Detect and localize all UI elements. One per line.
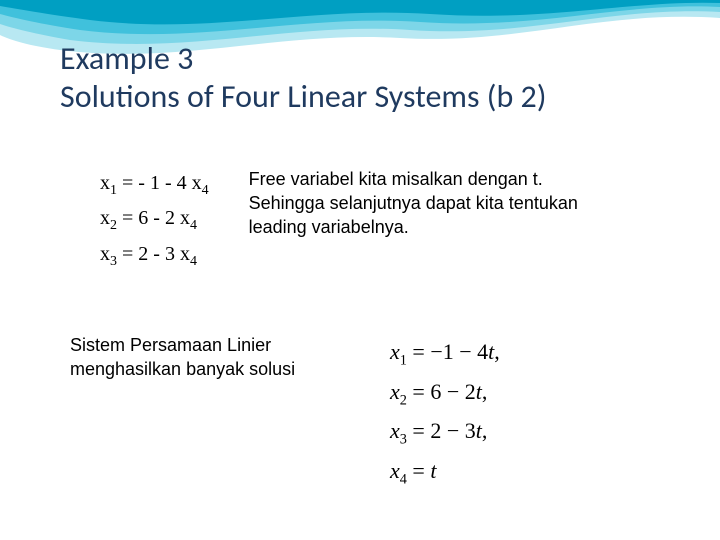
eq-sub: 1 <box>110 183 117 198</box>
eq-var: x <box>390 339 400 364</box>
eq-var: x <box>390 458 400 483</box>
title-line-1: Example 3 <box>60 40 660 78</box>
eq-comma: , <box>482 418 488 443</box>
eq-var2: x <box>180 207 190 229</box>
eq-sub: 2 <box>400 392 407 408</box>
eq-sub: 2 <box>110 218 117 233</box>
eq-rhs: = 2 − 3 <box>407 418 476 443</box>
eq-var: x <box>100 243 110 265</box>
eq-rhs: = 6 - 2 <box>117 207 180 229</box>
description-1: Free variabel kita misalkan dengan t. Se… <box>249 167 579 240</box>
eq1-line: x1 = - 1 - 4 x4 <box>100 167 209 202</box>
eq1-line: x2 = 6 - 2 x4 <box>100 202 209 237</box>
equations-set-1: x1 = - 1 - 4 x4 x2 = 6 - 2 x4 x3 = 2 - 3… <box>100 167 209 273</box>
eq-sub: 1 <box>400 352 407 368</box>
eq-comma: , <box>482 379 488 404</box>
eq-var2: x <box>192 172 202 194</box>
equations-set-2: x1 = −1 − 4t, x2 = 6 − 2t, x3 = 2 − 3t, … <box>390 333 500 492</box>
slide-title: Example 3 Solutions of Four Linear Syste… <box>60 40 660 117</box>
eq-var2: x <box>180 243 190 265</box>
eq-t: t <box>430 458 436 483</box>
eq-comma: , <box>494 339 500 364</box>
eq-rhs: = - 1 - 4 <box>117 172 192 194</box>
eq-sub: 3 <box>110 254 117 269</box>
eq2-line: x2 = 6 − 2t, <box>390 373 500 413</box>
eq2-line: x3 = 2 − 3t, <box>390 412 500 452</box>
eq-rhs: = <box>407 458 430 483</box>
title-line-2: Solutions of Four Linear Systems (b 2) <box>60 78 660 116</box>
slide-content: Example 3 Solutions of Four Linear Syste… <box>0 0 720 512</box>
eq-sub2: 4 <box>190 218 197 233</box>
eq-sub: 4 <box>400 471 407 487</box>
eq1-line: x3 = 2 - 3 x4 <box>100 238 209 273</box>
eq-var: x <box>100 207 110 229</box>
row-2: Sistem Persamaan Linier menghasilkan ban… <box>60 333 660 492</box>
eq-var: x <box>100 172 110 194</box>
eq-sub: 3 <box>400 432 407 448</box>
eq-rhs: = 2 - 3 <box>117 243 180 265</box>
eq-var: x <box>390 379 400 404</box>
eq-rhs: = −1 − 4 <box>407 339 488 364</box>
row-1: x1 = - 1 - 4 x4 x2 = 6 - 2 x4 x3 = 2 - 3… <box>60 167 660 273</box>
eq2-line: x1 = −1 − 4t, <box>390 333 500 373</box>
eq-rhs: = 6 − 2 <box>407 379 476 404</box>
description-2: Sistem Persamaan Linier menghasilkan ban… <box>70 333 320 382</box>
eq2-line: x4 = t <box>390 452 500 492</box>
eq-var: x <box>390 418 400 443</box>
eq-sub2: 4 <box>190 254 197 269</box>
eq-sub2: 4 <box>202 183 209 198</box>
